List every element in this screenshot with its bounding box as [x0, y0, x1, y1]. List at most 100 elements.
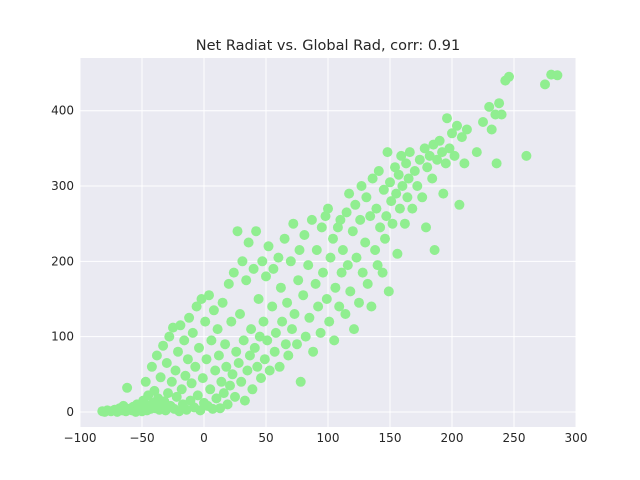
data-point [438, 188, 449, 199]
data-point [262, 335, 273, 346]
data-point [256, 373, 266, 384]
data-point [216, 376, 227, 387]
data-point [170, 365, 181, 376]
data-point [246, 324, 257, 335]
data-point [254, 331, 265, 342]
data-point [392, 248, 403, 259]
data-point [149, 385, 160, 396]
data-point [330, 282, 341, 293]
y-tick-label: 300 [51, 179, 74, 193]
x-tick-label: 200 [441, 431, 464, 445]
data-point [217, 297, 228, 308]
y-tick-label: 0 [66, 405, 74, 419]
data-point [140, 376, 151, 387]
data-point [226, 316, 237, 327]
data-point [380, 233, 390, 244]
data-point [421, 222, 431, 233]
data-point [377, 267, 388, 278]
data-point [218, 388, 229, 399]
y-axis-ticks: 0 100 200 300 400 [51, 104, 74, 419]
data-point [347, 226, 358, 237]
data-point [412, 181, 423, 191]
data-point [427, 173, 438, 184]
data-point [304, 312, 315, 323]
data-point [242, 365, 253, 376]
data-point [447, 128, 457, 139]
data-point [163, 388, 173, 399]
data-point [285, 256, 296, 267]
data-point [449, 150, 460, 161]
data-point [383, 286, 394, 297]
data-point [166, 376, 177, 387]
data-point [208, 305, 219, 316]
data-point [268, 263, 279, 274]
data-point [233, 358, 244, 368]
data-point [335, 214, 346, 225]
x-axis-ticks: −100 −50 0 50 100 150 200 250 300 [64, 431, 588, 445]
data-point [504, 71, 514, 82]
data-point [225, 380, 235, 391]
data-point [318, 267, 328, 278]
data-point [337, 245, 348, 255]
data-point [404, 147, 415, 158]
data-point [334, 301, 345, 312]
data-point [390, 162, 400, 173]
data-point [195, 405, 206, 416]
data-point [186, 378, 197, 389]
x-tick-label: 300 [565, 431, 588, 445]
data-point [259, 354, 270, 365]
data-point [158, 340, 169, 351]
data-point [300, 331, 311, 342]
data-point [429, 245, 440, 255]
x-tick-label: 250 [503, 431, 526, 445]
data-point [289, 309, 300, 319]
data-point [283, 350, 294, 361]
data-point [192, 390, 203, 401]
data-point [248, 263, 259, 274]
data-point [496, 109, 507, 120]
data-point [264, 365, 275, 376]
data-point [365, 211, 376, 222]
x-tick-label: 100 [317, 431, 340, 445]
data-point [552, 70, 563, 81]
data-point [201, 354, 212, 365]
data-point [387, 218, 398, 229]
data-point [253, 294, 264, 304]
data-point [295, 376, 306, 387]
data-point [403, 173, 414, 184]
data-point [357, 267, 368, 278]
data-point [212, 324, 223, 335]
data-point [350, 199, 361, 210]
data-point [323, 203, 333, 214]
data-point [345, 286, 356, 297]
data-point [432, 154, 443, 165]
data-point [231, 346, 242, 357]
x-tick-label: 0 [200, 431, 208, 445]
data-point [267, 301, 278, 312]
data-point [356, 181, 367, 191]
data-point [151, 350, 162, 361]
y-tick-label: 200 [51, 254, 74, 268]
data-point [230, 391, 240, 402]
data-point [210, 365, 221, 376]
data-point [349, 324, 359, 335]
data-point [306, 214, 317, 225]
data-point [194, 342, 204, 353]
data-point [277, 316, 288, 327]
data-point [401, 158, 412, 169]
data-point [371, 203, 382, 214]
data-point [367, 173, 378, 184]
data-point [206, 335, 217, 346]
data-point [381, 211, 392, 222]
x-tick-label: 150 [379, 431, 402, 445]
data-point [235, 309, 245, 319]
data-point [257, 256, 268, 267]
data-point [221, 361, 232, 372]
data-point [294, 245, 305, 255]
data-point [386, 196, 397, 207]
data-point [424, 150, 435, 161]
data-point [325, 252, 336, 263]
data-point [190, 361, 201, 372]
data-point [239, 395, 250, 406]
data-point [171, 391, 182, 402]
